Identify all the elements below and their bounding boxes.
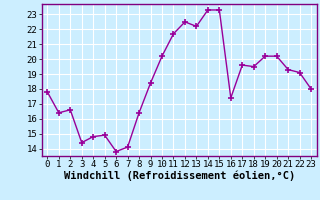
X-axis label: Windchill (Refroidissement éolien,°C): Windchill (Refroidissement éolien,°C) [64,171,295,181]
